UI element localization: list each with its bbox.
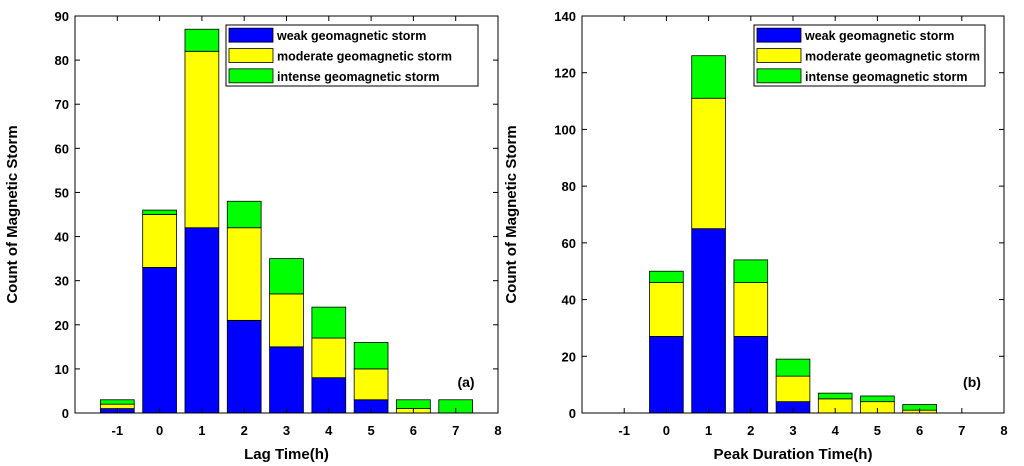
bar-segment-intense: [311, 306, 347, 339]
legend-swatch: [756, 27, 802, 43]
bar-segment-weak: [733, 336, 769, 414]
y-tick-label: 90: [55, 9, 69, 24]
legend: weak geomagnetic storm moderate geomagnet…: [753, 24, 986, 87]
panel-label: (b): [963, 374, 981, 390]
bar-segment-moderate: [733, 282, 769, 337]
y-tick-label: 120: [554, 66, 576, 81]
bar-segment-intense: [184, 28, 220, 52]
x-tick-label: 1: [198, 423, 205, 438]
x-tick-label: 2: [747, 423, 754, 438]
bar-segment-intense: [775, 358, 811, 377]
x-tick-label: 2: [241, 423, 248, 438]
legend: weak geomagnetic storm moderate geomagnet…: [225, 24, 479, 87]
bar-segment-weak: [691, 228, 726, 414]
y-axis-label: Count of Magnetic Storm: [4, 125, 21, 303]
panel-label: (a): [457, 374, 474, 390]
bar-segment-moderate: [269, 293, 304, 348]
x-tick-label: 0: [156, 423, 163, 438]
bar-segment-moderate: [99, 403, 135, 409]
x-tick-label: 1: [705, 423, 712, 438]
legend-entry: weak geomagnetic storm: [276, 29, 426, 43]
bar-segment-weak: [184, 227, 220, 414]
y-tick-label: 100: [554, 122, 576, 137]
y-tick-label: 80: [55, 53, 69, 68]
x-tick-label: 8: [494, 423, 501, 438]
legend-entry: moderate geomagnetic storm: [277, 50, 452, 64]
y-tick-label: 20: [562, 349, 576, 364]
x-tick-label: 8: [1000, 423, 1007, 438]
bar-segment-moderate: [226, 227, 262, 321]
x-tick-label: 0: [663, 423, 670, 438]
bar-segment-weak: [311, 377, 347, 414]
x-tick-label: -1: [618, 423, 630, 438]
bar-segment-moderate: [184, 50, 220, 229]
x-axis-label: Lag Time(h): [244, 446, 329, 463]
bar-segment-weak: [649, 336, 684, 414]
y-tick-label: 140: [554, 9, 576, 24]
y-tick-label: 60: [55, 141, 69, 156]
bar-segment-intense: [99, 399, 135, 405]
x-tick-label: 7: [958, 423, 965, 438]
x-tick-label: 3: [789, 423, 796, 438]
x-tick-label: 6: [916, 423, 923, 438]
bar-segment-moderate: [142, 214, 177, 268]
y-tick-label: 40: [55, 230, 69, 245]
bar-segment-intense: [733, 259, 769, 283]
legend-swatch: [756, 68, 802, 84]
y-tick-label: 70: [55, 97, 69, 112]
x-tick-label: 5: [367, 423, 374, 438]
y-axis-label: Count of Magnetic Storm: [503, 125, 520, 303]
bar-segment-intense: [649, 270, 684, 283]
y-tick-label: 50: [55, 185, 69, 200]
x-tick-label: 7: [452, 423, 459, 438]
x-tick-label: 3: [283, 423, 290, 438]
x-tick-label: 5: [874, 423, 881, 438]
bar-segment-moderate: [311, 337, 347, 379]
legend-entry: moderate geomagnetic storm: [805, 50, 980, 64]
legend-entry: weak geomagnetic storm: [804, 29, 954, 43]
legend-swatch: [756, 48, 802, 63]
legend-swatch: [228, 27, 274, 43]
legend-entry: intense geomagnetic storm: [805, 70, 968, 84]
y-tick-label: 10: [55, 362, 69, 377]
bar-segment-intense: [691, 55, 726, 99]
y-tick-label: 60: [562, 236, 576, 251]
legend-swatch: [228, 68, 274, 84]
x-axis-label: Peak Duration Time(h): [714, 446, 873, 463]
bar-segment-intense: [353, 342, 389, 370]
y-tick-label: 0: [569, 406, 576, 421]
bar-segment-intense: [226, 200, 262, 229]
y-tick-label: 0: [62, 406, 69, 421]
bar-segment-intense: [269, 258, 304, 295]
legend-entry: intense geomagnetic storm: [277, 70, 440, 84]
legend-swatch: [228, 48, 274, 63]
x-tick-label: 4: [832, 423, 840, 438]
y-tick-label: 40: [562, 293, 576, 308]
bar-segment-weak: [226, 319, 262, 414]
bar-segment-intense: [860, 395, 895, 403]
x-tick-label: 6: [410, 423, 417, 438]
bar-segment-intense: [817, 392, 853, 400]
x-tick-label: 4: [325, 423, 333, 438]
y-tick-label: 80: [562, 179, 576, 194]
bar-segment-intense: [396, 399, 431, 409]
bar-segment-moderate: [775, 375, 811, 403]
y-tick-label: 30: [55, 274, 69, 289]
bar-segment-moderate: [353, 368, 389, 401]
bar-segment-weak: [142, 267, 177, 414]
bar-segment-moderate: [691, 97, 726, 230]
bar-segment-weak: [269, 346, 304, 414]
bar-segment-moderate: [649, 282, 684, 337]
bar-segment-intense: [142, 209, 177, 215]
x-tick-label: -1: [112, 423, 124, 438]
y-tick-label: 20: [55, 318, 69, 333]
